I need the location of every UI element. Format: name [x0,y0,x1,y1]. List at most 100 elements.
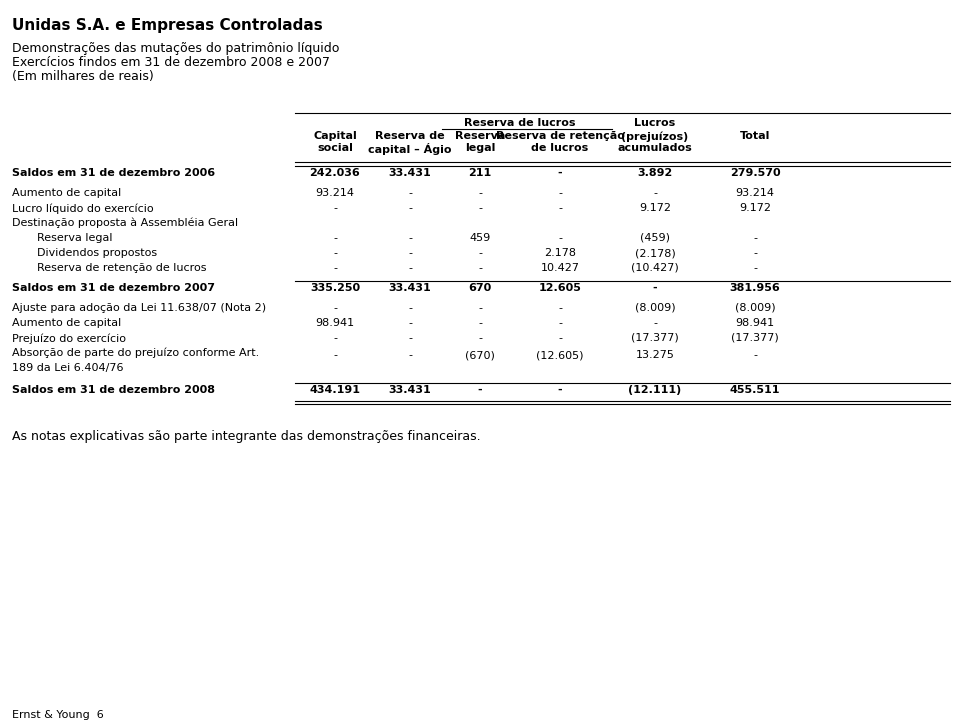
Text: -: - [408,188,412,198]
Text: -: - [333,350,337,360]
Text: -: - [333,233,337,243]
Text: Absorção de parte do prejuízo conforme Art.: Absorção de parte do prejuízo conforme A… [12,348,259,358]
Text: Prejuízo do exercício: Prejuízo do exercício [12,333,126,343]
Text: 381.956: 381.956 [730,283,780,293]
Text: -: - [558,188,562,198]
Text: Saldos em 31 de dezembro 2007: Saldos em 31 de dezembro 2007 [12,283,215,293]
Text: Demonstrações das mutações do patrimônio líquido: Demonstrações das mutações do patrimônio… [12,42,340,55]
Text: -: - [333,333,337,343]
Text: Lucros: Lucros [635,118,676,128]
Text: Reserva
legal: Reserva legal [455,131,505,153]
Text: 33.431: 33.431 [389,283,431,293]
Text: -: - [478,203,482,213]
Text: -: - [558,333,562,343]
Text: -: - [478,318,482,328]
Text: -: - [478,188,482,198]
Text: (17.377): (17.377) [631,333,679,343]
Text: 279.570: 279.570 [730,168,780,178]
Text: Reserva de retenção de lucros: Reserva de retenção de lucros [37,263,206,273]
Text: -: - [653,318,657,328]
Text: (8.009): (8.009) [635,303,675,313]
Text: -: - [558,168,563,178]
Text: Reserva legal: Reserva legal [37,233,112,243]
Text: -: - [408,203,412,213]
Text: -: - [753,263,757,273]
Text: (2.178): (2.178) [635,248,676,258]
Text: -: - [408,233,412,243]
Text: -: - [653,188,657,198]
Text: Lucro líquido do exercício: Lucro líquido do exercício [12,203,154,213]
Text: Saldos em 31 de dezembro 2006: Saldos em 31 de dezembro 2006 [12,168,215,178]
Text: Saldos em 31 de dezembro 2008: Saldos em 31 de dezembro 2008 [12,385,215,395]
Text: (8.009): (8.009) [734,303,776,313]
Text: -: - [753,233,757,243]
Text: Aumento de capital: Aumento de capital [12,318,121,328]
Text: 242.036: 242.036 [310,168,360,178]
Text: -: - [408,333,412,343]
Text: 13.275: 13.275 [636,350,675,360]
Text: Unidas S.A. e Empresas Controladas: Unidas S.A. e Empresas Controladas [12,18,323,33]
Text: -: - [558,318,562,328]
Text: 434.191: 434.191 [309,385,361,395]
Text: (459): (459) [640,233,670,243]
Text: -: - [478,263,482,273]
Text: Aumento de capital: Aumento de capital [12,188,121,198]
Text: -: - [408,350,412,360]
Text: -: - [753,248,757,258]
Text: Reserva de retenção
de lucros: Reserva de retenção de lucros [495,131,624,153]
Text: (prejuízos)
acumulados: (prejuízos) acumulados [617,131,692,153]
Text: -: - [653,283,658,293]
Text: -: - [408,303,412,313]
Text: -: - [558,203,562,213]
Text: 10.427: 10.427 [540,263,580,273]
Text: 211: 211 [468,168,492,178]
Text: -: - [408,248,412,258]
Text: 33.431: 33.431 [389,385,431,395]
Text: 33.431: 33.431 [389,168,431,178]
Text: As notas explicativas são parte integrante das demonstrações financeiras.: As notas explicativas são parte integran… [12,430,481,443]
Text: -: - [558,385,563,395]
Text: 9.172: 9.172 [739,203,771,213]
Text: 9.172: 9.172 [639,203,671,213]
Text: -: - [478,248,482,258]
Text: 455.511: 455.511 [730,385,780,395]
Text: -: - [558,233,562,243]
Text: Dividendos propostos: Dividendos propostos [37,248,157,258]
Text: -: - [408,318,412,328]
Text: Reserva de
capital – Ágio: Reserva de capital – Ágio [369,131,452,155]
Text: (Em milhares de reais): (Em milhares de reais) [12,70,154,83]
Text: -: - [333,248,337,258]
Text: -: - [478,303,482,313]
Text: -: - [333,263,337,273]
Text: -: - [408,263,412,273]
Text: Reserva de lucros: Reserva de lucros [465,118,576,128]
Text: -: - [558,303,562,313]
Text: 98.941: 98.941 [316,318,354,328]
Text: -: - [333,203,337,213]
Text: -: - [478,333,482,343]
Text: 93.214: 93.214 [735,188,775,198]
Text: 93.214: 93.214 [316,188,354,198]
Text: 459: 459 [469,233,491,243]
Text: -: - [333,303,337,313]
Text: 98.941: 98.941 [735,318,775,328]
Text: 3.892: 3.892 [637,168,673,178]
Text: 335.250: 335.250 [310,283,360,293]
Text: 12.605: 12.605 [539,283,582,293]
Text: (17.377): (17.377) [732,333,779,343]
Text: Ernst & Young  6: Ernst & Young 6 [12,710,104,720]
Text: Total: Total [740,131,770,141]
Text: (12.605): (12.605) [537,350,584,360]
Text: (670): (670) [465,350,495,360]
Text: (12.111): (12.111) [629,385,682,395]
Text: -: - [478,385,482,395]
Text: (10.427): (10.427) [631,263,679,273]
Text: 189 da Lei 6.404/76: 189 da Lei 6.404/76 [12,363,124,373]
Text: Exercícios findos em 31 de dezembro 2008 e 2007: Exercícios findos em 31 de dezembro 2008… [12,56,330,69]
Text: Ajuste para adoção da Lei 11.638/07 (Nota 2): Ajuste para adoção da Lei 11.638/07 (Not… [12,303,266,313]
Text: 670: 670 [468,283,492,293]
Text: 2.178: 2.178 [544,248,576,258]
Text: Destinação proposta à Assembléia Geral: Destinação proposta à Assembléia Geral [12,218,238,229]
Text: -: - [753,350,757,360]
Text: Capital
social: Capital social [313,131,357,153]
